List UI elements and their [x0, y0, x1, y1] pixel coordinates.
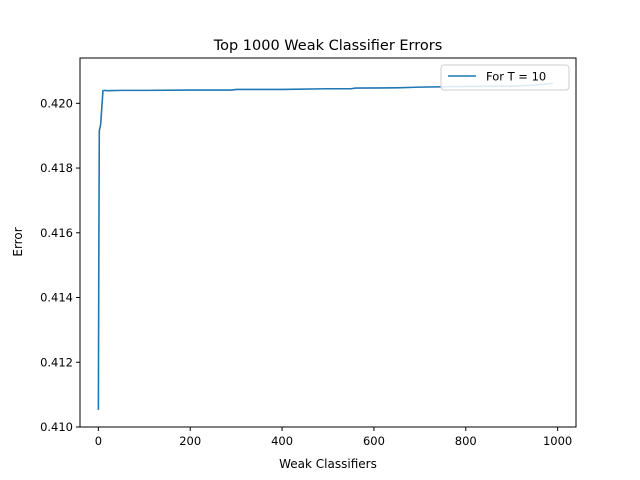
x-axis-label: Weak Classifiers	[279, 457, 377, 471]
y-tick-label: 0.412	[40, 355, 73, 369]
y-axis-label: Error	[11, 227, 25, 256]
plot-area-frame	[79, 57, 577, 428]
chart-title: Top 1000 Weak Classifier Errors	[213, 38, 443, 54]
x-tick-label: 600	[363, 434, 385, 448]
y-tick-label: 0.414	[40, 291, 73, 305]
x-axis: 0 200 400 600 800 1000	[95, 427, 572, 448]
y-axis: 0.410 0.412 0.414 0.416 0.418 0.420	[40, 96, 80, 434]
x-tick-label: 400	[271, 434, 293, 448]
x-tick-label: 200	[179, 434, 201, 448]
y-tick-label: 0.420	[40, 96, 73, 110]
y-tick-label: 0.410	[40, 420, 73, 434]
x-tick-label: 1000	[543, 434, 572, 448]
legend-series-label: For T = 10	[486, 70, 546, 84]
x-tick-label: 0	[95, 434, 102, 448]
legend-box	[440, 64, 570, 91]
y-tick-label: 0.418	[40, 161, 73, 175]
legend: For T = 10	[440, 64, 570, 91]
y-tick-label: 0.416	[40, 226, 73, 240]
x-tick-label: 800	[455, 434, 477, 448]
